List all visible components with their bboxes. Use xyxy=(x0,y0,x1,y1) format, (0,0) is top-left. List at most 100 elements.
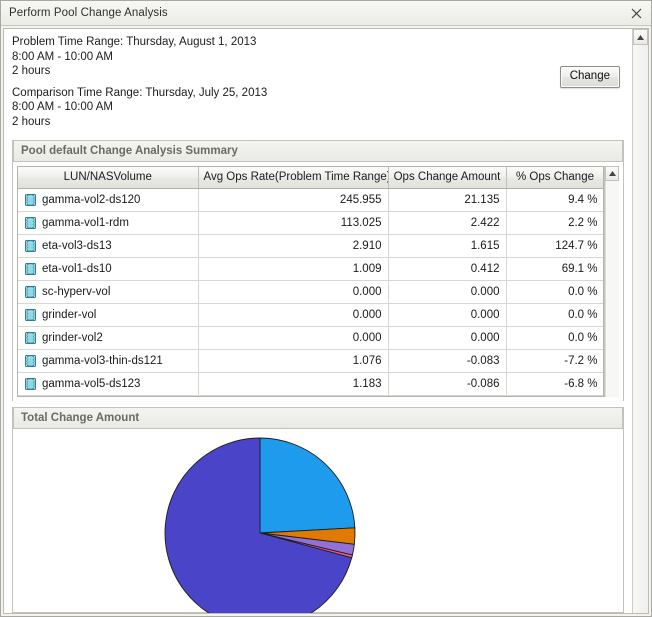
cell-lun-nasvolume: gamma-vol3-thin-ds121 xyxy=(18,349,199,373)
comparison-time-range-label: Comparison Time Range: Thursday, July 25… xyxy=(12,86,268,99)
pie-chart-area: gamma-vol2-ds120gamma-vol1-rdmeta-vol3-d… xyxy=(13,428,623,613)
cell-content: grinder-vol2 xyxy=(24,331,192,345)
cell-pct-ops-change: 9.4 % xyxy=(506,188,603,212)
cell-pct-ops-change: 2.2 % xyxy=(506,211,603,235)
column-header-lun-nasvolume[interactable]: LUN/NASVolume xyxy=(18,167,199,189)
pie-slice[interactable] xyxy=(259,437,356,533)
cell-avg-ops-rate: 0.000 xyxy=(198,303,389,327)
time-range-info: Problem Time Range: Thursday, August 1, … xyxy=(4,29,632,140)
lun-name-label: gamma-vol3-thin-ds121 xyxy=(42,354,163,367)
cell-lun-nasvolume: sc-hyperv-vol xyxy=(18,280,199,304)
cell-pct-ops-change: -6.8 % xyxy=(506,372,603,396)
cell-avg-ops-rate: 1.076 xyxy=(198,349,389,373)
table-header-row: LUN/NASVolume Avg Ops Rate(Problem Time … xyxy=(18,167,603,189)
cell-avg-ops-rate: 0.000 xyxy=(198,280,389,304)
scroll-up-arrow-icon[interactable] xyxy=(605,166,619,181)
table-row[interactable]: eta-vol3-ds13 2.910 1.615 124.7 % xyxy=(18,234,603,258)
table-row[interactable]: sc-hyperv-vol 0.000 0.000 0.0 % xyxy=(18,280,603,304)
cell-content: gamma-vol5-ds123 xyxy=(24,377,192,391)
cell-ops-change-amount: 0.412 xyxy=(388,257,507,281)
window-title: Perform Pool Change Analysis xyxy=(9,7,168,19)
summary-table-container: LUN/NASVolume Avg Ops Rate(Problem Time … xyxy=(17,166,604,397)
change-analysis-summary-panel: Pool default Change Analysis Summary xyxy=(12,140,624,401)
dialog-vertical-scrollbar[interactable] xyxy=(632,29,648,613)
lun-name-label: eta-vol3-ds13 xyxy=(42,239,112,252)
scroll-content: Problem Time Range: Thursday, August 1, … xyxy=(4,29,632,613)
cell-ops-change-amount: -0.083 xyxy=(388,349,507,373)
cell-ops-change-amount: 0.000 xyxy=(388,303,507,327)
lun-volume-icon xyxy=(25,354,36,367)
comparison-time-range-duration: 2 hours xyxy=(12,115,51,128)
lun-volume-icon xyxy=(25,308,36,321)
dialog-body: Problem Time Range: Thursday, August 1, … xyxy=(3,28,649,614)
cell-ops-change-amount: 1.615 xyxy=(388,234,507,258)
lun-volume-icon xyxy=(25,285,36,298)
lun-volume-icon xyxy=(25,377,36,390)
pie-chart xyxy=(164,437,356,614)
comparison-time-range: Comparison Time Range: Thursday, July 25… xyxy=(12,86,624,130)
cell-lun-nasvolume: gamma-vol5-ds123 xyxy=(18,372,199,396)
column-header-ops-change-amount[interactable]: Ops Change Amount xyxy=(388,167,507,189)
lun-volume-icon xyxy=(25,262,36,275)
column-header-avg-ops-rate[interactable]: Avg Ops Rate(Problem Time Range) xyxy=(198,167,389,189)
cell-ops-change-amount: 2.422 xyxy=(388,211,507,235)
lun-volume-icon xyxy=(25,331,36,344)
problem-time-range: Problem Time Range: Thursday, August 1, … xyxy=(12,35,624,79)
problem-time-range-hours: 8:00 AM - 10:00 AM xyxy=(12,50,114,63)
cell-pct-ops-change: 0.0 % xyxy=(506,303,603,327)
lun-name-label: sc-hyperv-vol xyxy=(42,285,111,298)
table-row[interactable]: grinder-vol2 0.000 0.000 0.0 % xyxy=(18,326,603,350)
cell-ops-change-amount: 0.000 xyxy=(388,326,507,350)
table-row[interactable]: eta-vol1-ds10 1.009 0.412 69.1 % xyxy=(18,257,603,281)
lun-name-label: gamma-vol2-ds120 xyxy=(42,193,141,206)
cell-lun-nasvolume: gamma-vol1-rdm xyxy=(18,211,199,235)
lun-name-label: grinder-vol2 xyxy=(42,331,103,344)
table-row[interactable]: grinder-vol 0.000 0.000 0.0 % xyxy=(18,303,603,327)
table-row[interactable]: gamma-vol2-ds120 245.955 21.135 9.4 % xyxy=(18,188,603,212)
lun-volume-icon xyxy=(25,216,36,229)
table-vertical-scrollbar[interactable] xyxy=(604,166,619,397)
cell-content: gamma-vol1-rdm xyxy=(24,216,192,230)
table-scroll-track[interactable] xyxy=(605,181,619,397)
pie-slice[interactable] xyxy=(164,437,353,614)
total-change-amount-panel: Total Change Amount gamma-vol2-ds120gamm… xyxy=(12,406,624,613)
column-header-pct-ops-change[interactable]: % Ops Change xyxy=(506,167,603,189)
cell-avg-ops-rate: 0.000 xyxy=(198,326,389,350)
cell-avg-ops-rate: 2.910 xyxy=(198,234,389,258)
cell-pct-ops-change: 0.0 % xyxy=(506,280,603,304)
title-bar: Perform Pool Change Analysis xyxy=(1,1,651,26)
cell-lun-nasvolume: grinder-vol xyxy=(18,303,199,327)
cell-avg-ops-rate: 113.025 xyxy=(198,211,389,235)
cell-content: sc-hyperv-vol xyxy=(24,285,192,299)
summary-section-header: Pool default Change Analysis Summary xyxy=(13,140,623,162)
table-row[interactable]: gamma-vol5-ds123 1.183 -0.086 -6.8 % xyxy=(18,372,603,396)
table-body: gamma-vol2-ds120 245.955 21.135 9.4 % gamma-… xyxy=(18,188,603,396)
problem-time-range-label: Problem Time Range: Thursday, August 1, … xyxy=(12,36,257,48)
close-icon[interactable] xyxy=(627,4,645,22)
cell-lun-nasvolume: eta-vol1-ds10 xyxy=(18,257,199,281)
total-section-header: Total Change Amount xyxy=(13,406,623,429)
lun-name-label: gamma-vol1-rdm xyxy=(42,216,129,229)
dialog-scroll-track[interactable] xyxy=(633,45,648,613)
cell-content: eta-vol1-ds10 xyxy=(24,262,192,276)
cell-content: gamma-vol2-ds120 xyxy=(24,193,192,207)
change-analysis-table: LUN/NASVolume Avg Ops Rate(Problem Time … xyxy=(18,167,603,396)
cell-content: eta-vol3-ds13 xyxy=(24,239,192,253)
cell-ops-change-amount: 0.000 xyxy=(388,280,507,304)
cell-content: grinder-vol xyxy=(24,308,192,322)
cell-ops-change-amount: -0.086 xyxy=(388,372,507,396)
cell-lun-nasvolume: grinder-vol2 xyxy=(18,326,199,350)
table-row[interactable]: gamma-vol3-thin-ds121 1.076 -0.083 -7.2 % xyxy=(18,349,603,373)
cell-avg-ops-rate: 245.955 xyxy=(198,188,389,212)
problem-time-range-duration: 2 hours xyxy=(12,65,51,77)
dialog-scroll-up-arrow-icon[interactable] xyxy=(633,29,648,45)
cell-ops-change-amount: 21.135 xyxy=(388,188,507,212)
change-button[interactable]: Change xyxy=(559,66,620,88)
comparison-time-range-hours: 8:00 AM - 10:00 AM xyxy=(12,101,114,113)
cell-avg-ops-rate: 1.009 xyxy=(198,257,389,281)
cell-lun-nasvolume: gamma-vol2-ds120 xyxy=(18,188,199,212)
lun-name-label: gamma-vol5-ds123 xyxy=(42,377,141,390)
table-row[interactable]: gamma-vol1-rdm 113.025 2.422 2.2 % xyxy=(18,211,603,235)
lun-name-label: grinder-vol xyxy=(42,308,97,321)
